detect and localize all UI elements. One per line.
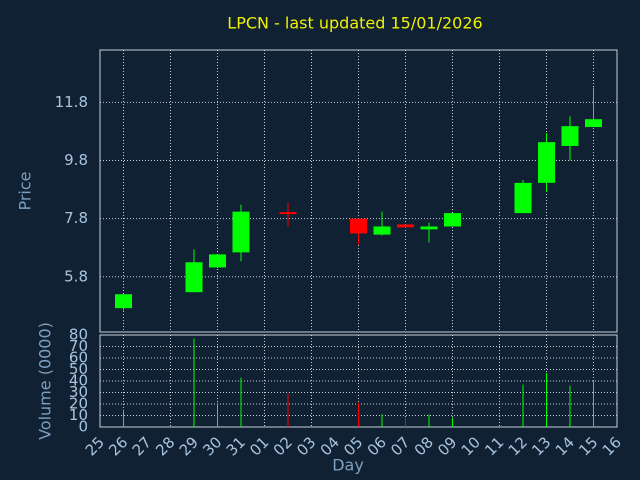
candle-body (350, 218, 367, 234)
y-tick-label: 7.8 (64, 209, 88, 227)
candle-body (585, 119, 602, 128)
x-tick-label: 11 (481, 433, 507, 459)
volume-tick-label: 60 (69, 349, 88, 367)
x-axis-label: Day (332, 456, 364, 475)
x-tick-label: 16 (599, 433, 625, 459)
volume-tick-label: 80 (69, 326, 88, 344)
x-tick-label: 26 (105, 433, 131, 459)
volume-tick-label: 30 (69, 383, 88, 401)
volume-tick-label: 10 (69, 406, 88, 424)
candle-body (561, 126, 579, 146)
x-tick-label: 10 (458, 433, 484, 459)
candle-body (538, 142, 555, 183)
x-tick-label: 06 (364, 433, 390, 459)
x-tick-label: 07 (387, 433, 413, 459)
x-tick-label: 13 (528, 433, 554, 459)
volume-tick-label: 40 (69, 372, 88, 390)
candle-body (444, 213, 461, 227)
candle-body (373, 226, 391, 235)
x-tick-label: 25 (82, 433, 108, 459)
x-tick-label: 30 (199, 433, 225, 459)
y-tick-label: 11.8 (55, 93, 88, 111)
x-tick-label: 02 (270, 433, 296, 459)
x-tick-label: 28 (152, 433, 178, 459)
chart-title: LPCN - last updated 15/01/2026 (227, 14, 482, 33)
x-tick-label: 27 (129, 433, 155, 459)
x-tick-label: 03 (293, 433, 319, 459)
y-tick-label: 5.8 (64, 267, 88, 285)
x-tick-label: 09 (434, 433, 460, 459)
candle-body (232, 211, 250, 253)
candle-body (185, 262, 203, 293)
volume-tick-label: 70 (69, 337, 88, 355)
candle-body (420, 226, 438, 230)
volume-tick-label: 50 (69, 360, 88, 378)
candle-body (209, 254, 226, 268)
y-axis-label: Price (16, 171, 35, 210)
x-tick-label: 15 (575, 433, 601, 459)
volume-axis-label: Volume (0000) (36, 322, 55, 440)
volume-tick-label: 0 (78, 418, 88, 436)
x-tick-label: 12 (505, 433, 531, 459)
x-tick-label: 14 (552, 433, 578, 459)
candle-body (397, 224, 414, 228)
x-tick-label: 29 (176, 433, 202, 459)
x-tick-label: 31 (223, 433, 249, 459)
candle-body (514, 182, 532, 214)
x-tick-label: 08 (411, 433, 437, 459)
candle-body (115, 294, 132, 309)
x-tick-label: 01 (246, 433, 272, 459)
volume-tick-label: 20 (69, 395, 88, 413)
y-tick-label: 9.8 (64, 151, 88, 169)
